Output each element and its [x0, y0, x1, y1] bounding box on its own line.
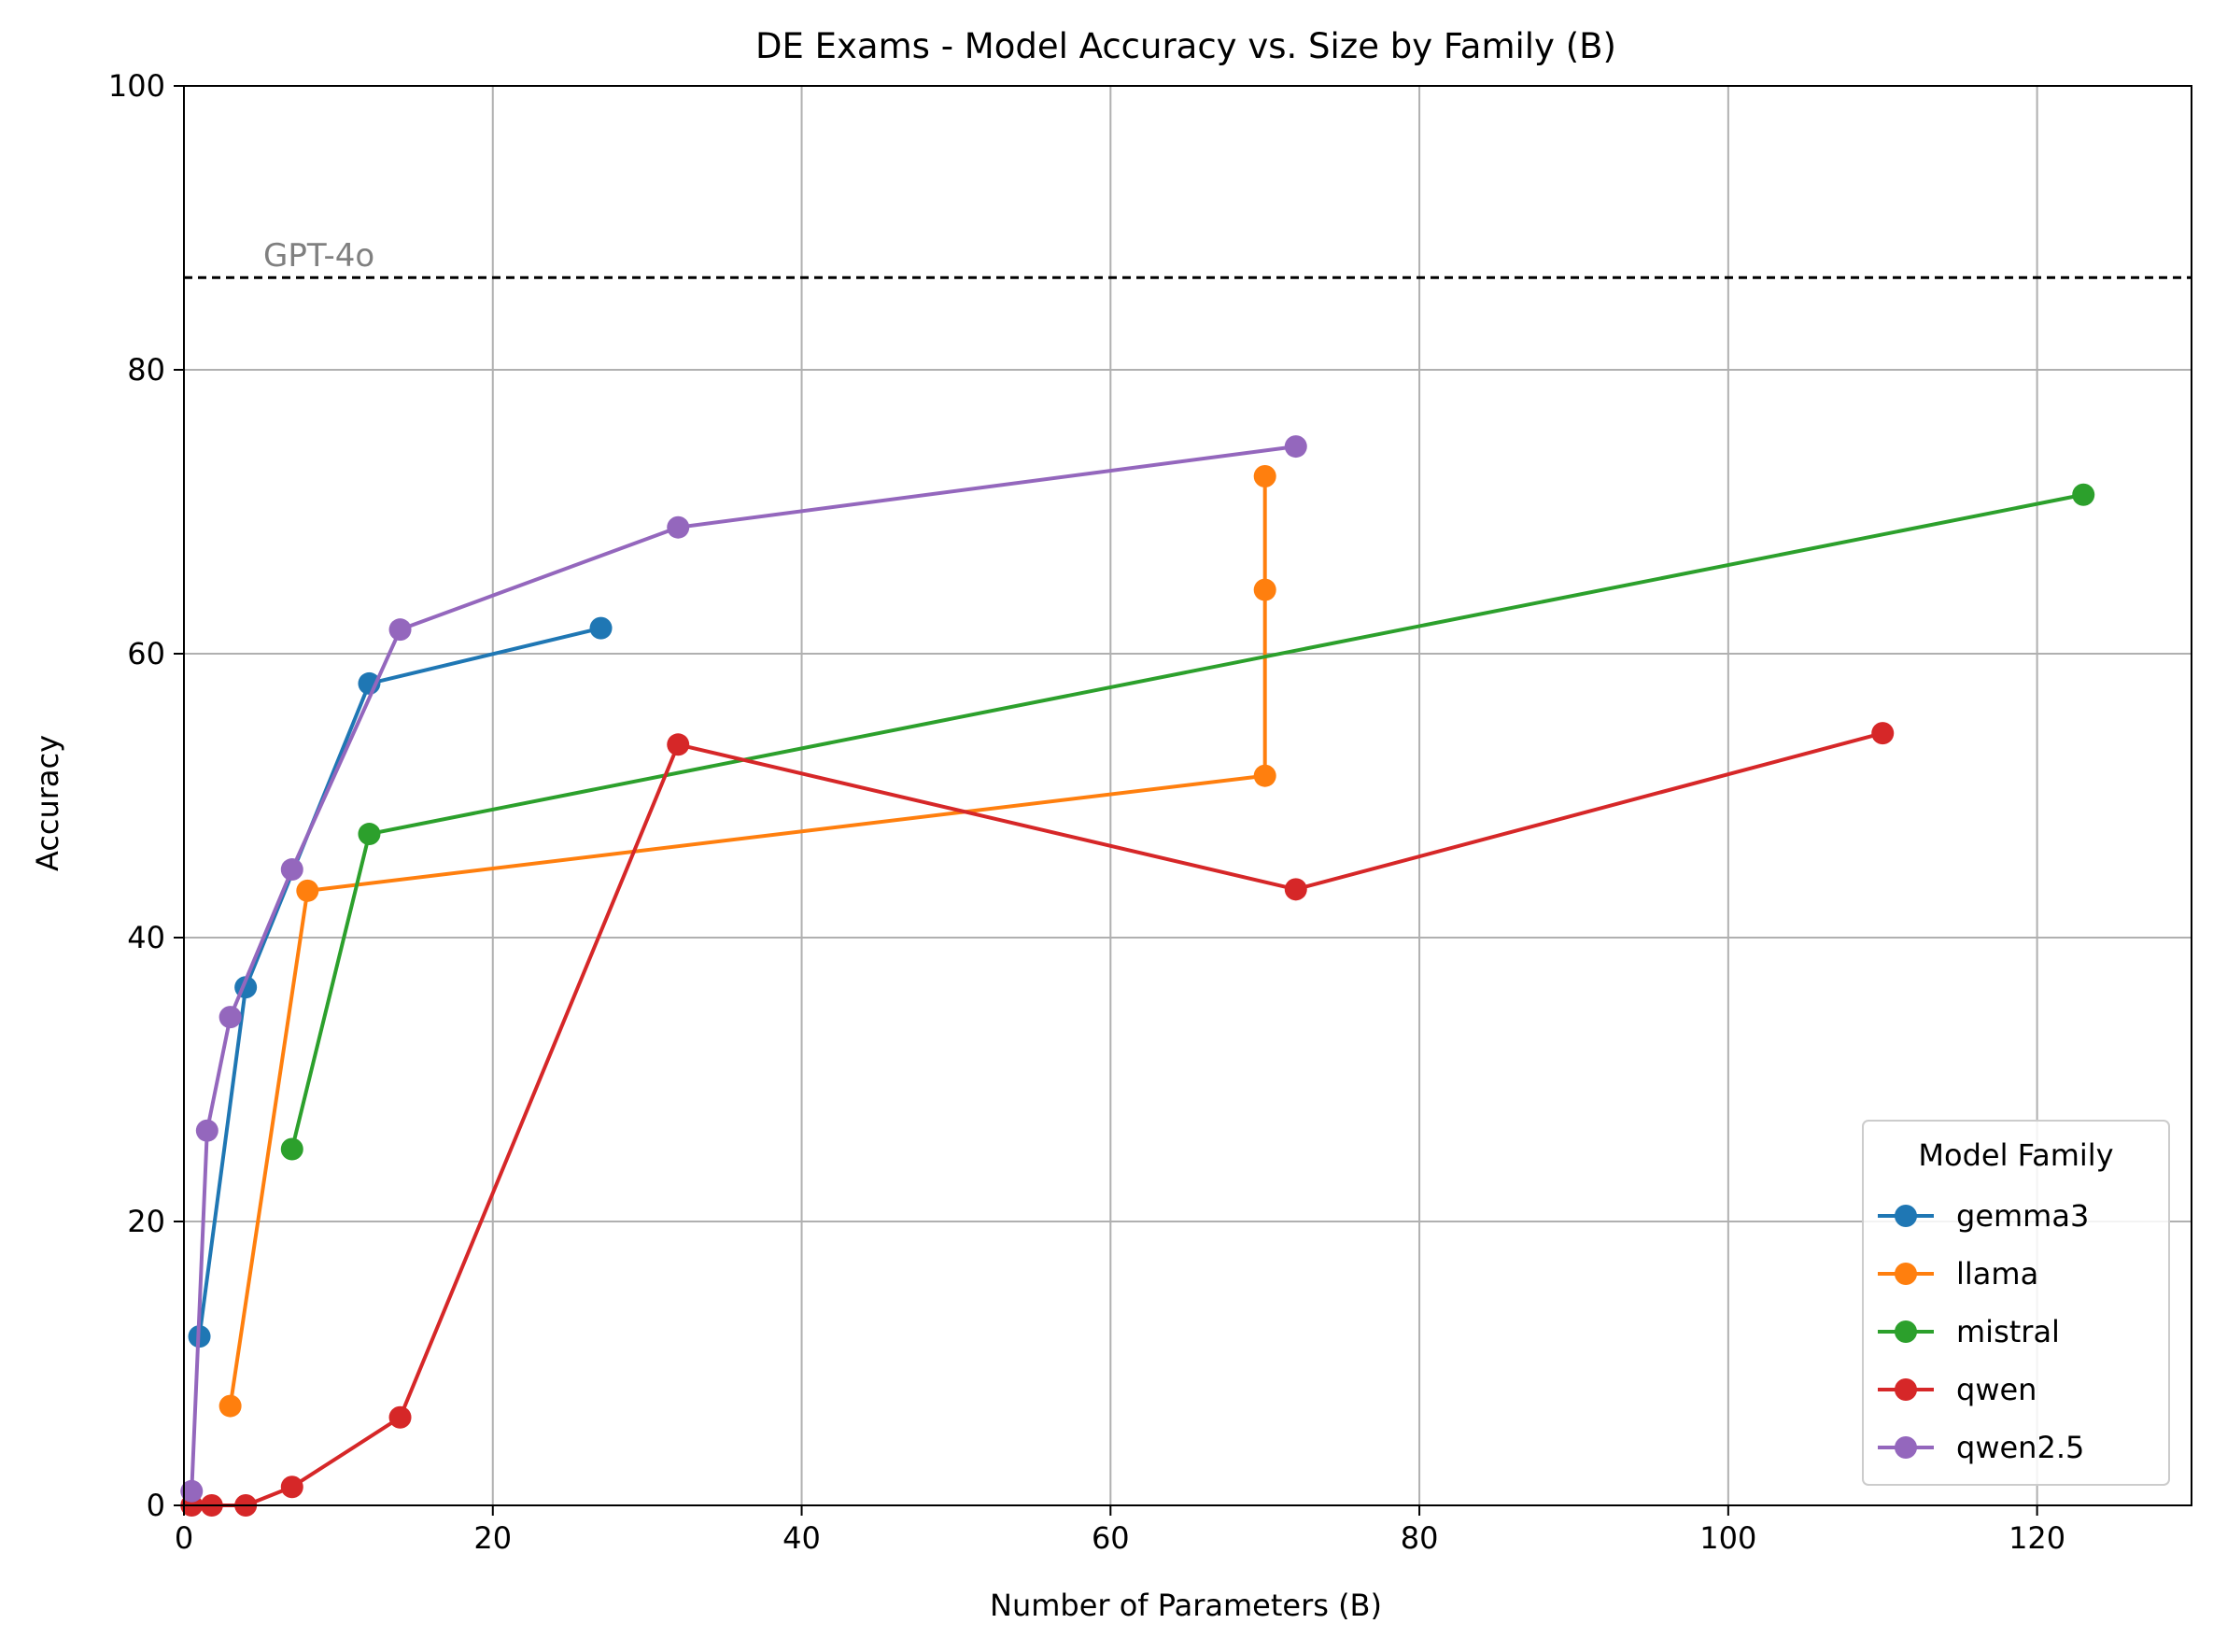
- legend-entries: gemma3 llama mistral qwen qwen2.5: [1878, 1198, 2089, 1465]
- data-point-qwen2.5: [218, 1006, 242, 1029]
- data-point-llama: [1253, 578, 1276, 601]
- legend-swatch-marker: [1895, 1436, 1917, 1459]
- y-tick-label: 20: [127, 1204, 165, 1239]
- legend-entry-llama: llama: [1878, 1256, 2038, 1292]
- gpt4o-reference-label: GPT-4o: [263, 237, 374, 275]
- legend-label: mistral: [1956, 1314, 2060, 1349]
- legend-entry-qwen2.5: qwen2.5: [1878, 1430, 2084, 1465]
- data-point-gemma3: [589, 616, 613, 640]
- data-point-qwen: [1284, 878, 1307, 901]
- data-point-qwen: [1871, 722, 1895, 745]
- data-point-qwen: [280, 1476, 303, 1499]
- data-point-qwen2.5: [180, 1479, 204, 1503]
- legend-label: qwen2.5: [1956, 1430, 2084, 1465]
- data-point-llama: [218, 1394, 242, 1418]
- data-point-qwen2.5: [280, 858, 303, 882]
- reference-line-group: GPT-4o: [184, 237, 2192, 279]
- legend: Model Family gemma3 llama mistral qwen qwen2…: [1862, 1120, 2170, 1486]
- x-axis-ticks: 0 20 40 60 80 100 120: [175, 1505, 2065, 1556]
- data-point-mistral: [2072, 483, 2095, 506]
- data-point-qwen2.5: [1284, 435, 1307, 459]
- legend-label: llama: [1956, 1256, 2038, 1292]
- data-point-llama: [1253, 764, 1276, 787]
- x-tick-label: 120: [2009, 1520, 2065, 1556]
- x-tick-label: 40: [782, 1520, 821, 1556]
- y-tick-label: 0: [147, 1488, 165, 1523]
- x-axis-label: Number of Parameters (B): [990, 1588, 1382, 1623]
- chart-title: DE Exams - Model Accuracy vs. Size by Fa…: [755, 26, 1616, 66]
- data-point-qwen2.5: [388, 618, 412, 642]
- legend-entry-mistral: mistral: [1878, 1314, 2060, 1349]
- series-group: [180, 435, 2095, 1517]
- x-tick-label: 60: [1092, 1520, 1130, 1556]
- legend-swatch-marker: [1895, 1320, 1917, 1343]
- x-tick-label: 80: [1401, 1520, 1439, 1556]
- data-point-qwen: [388, 1405, 412, 1429]
- series-qwen2.5: [180, 435, 1307, 1503]
- legend-box: [1862, 1120, 2170, 1486]
- y-axis-label: Accuracy: [30, 735, 65, 871]
- data-point-qwen2.5: [195, 1119, 218, 1142]
- data-point-qwen2.5: [667, 515, 690, 539]
- legend-title: Model Family: [1918, 1137, 2113, 1173]
- data-point-qwen: [667, 733, 690, 756]
- legend-swatch-marker: [1895, 1263, 1917, 1285]
- data-point-mistral: [280, 1137, 303, 1161]
- plot-frame: [183, 85, 2192, 1506]
- legend-swatch-marker: [1895, 1378, 1917, 1401]
- data-point-llama: [296, 879, 319, 902]
- x-tick-label: 100: [1699, 1520, 1756, 1556]
- x-tick-label: 0: [175, 1520, 193, 1556]
- x-tick-label: 20: [473, 1520, 512, 1556]
- series-llama: [218, 465, 1276, 1418]
- y-axis-ticks: 0 20 40 60 80 100: [108, 68, 184, 1523]
- legend-entry-qwen: qwen: [1878, 1372, 2037, 1407]
- legend-label: qwen: [1956, 1372, 2037, 1407]
- data-point-llama: [1253, 465, 1276, 487]
- series-mistral: [280, 483, 2095, 1161]
- y-tick-label: 40: [127, 920, 165, 955]
- legend-label: gemma3: [1956, 1198, 2089, 1234]
- data-point-mistral: [358, 823, 381, 846]
- y-tick-label: 80: [127, 352, 165, 388]
- y-tick-label: 60: [127, 636, 165, 671]
- y-tick-label: 100: [108, 68, 165, 104]
- legend-swatch-marker: [1895, 1205, 1917, 1227]
- legend-entry-gemma3: gemma3: [1878, 1198, 2089, 1234]
